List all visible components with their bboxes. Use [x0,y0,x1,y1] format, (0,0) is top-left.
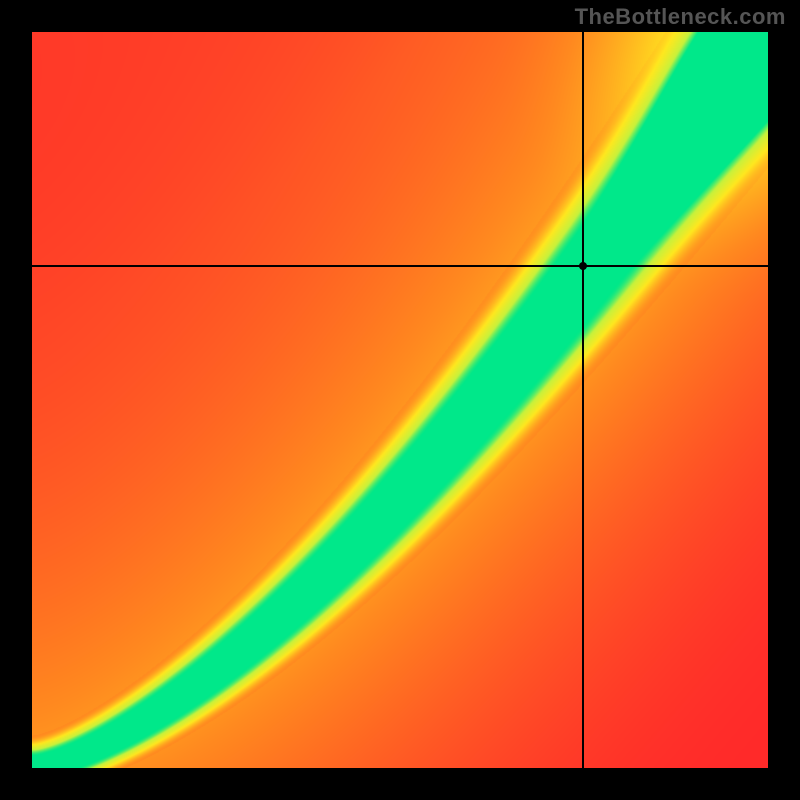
crosshair-vertical [582,32,584,768]
crosshair-marker [579,262,587,270]
chart-container: TheBottleneck.com [0,0,800,800]
watermark-text: TheBottleneck.com [575,4,786,30]
plot-area [32,32,768,768]
heatmap-canvas [32,32,768,768]
crosshair-horizontal [32,265,768,267]
